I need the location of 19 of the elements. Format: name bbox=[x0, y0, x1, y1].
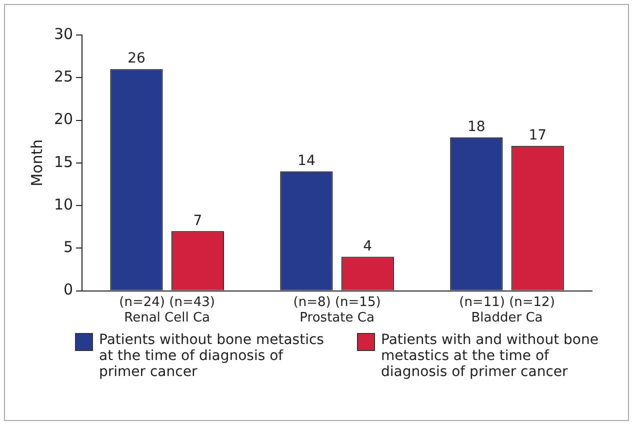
y-tick-label: 0 bbox=[64, 280, 74, 299]
y-tick-label: 25 bbox=[54, 68, 74, 86]
y-tick-label: 10 bbox=[54, 195, 74, 214]
legend-label: Patients without bone metastics at the time of diagnosis of primer cancer bbox=[99, 332, 325, 380]
y-axis-title: Month bbox=[28, 139, 46, 186]
data-label: 26 bbox=[128, 50, 146, 67]
x-tick-label: (n=8) (n=15) Prostate Ca bbox=[293, 294, 381, 326]
y-tick-label: 30 bbox=[54, 24, 74, 43]
y-tick-label: 5 bbox=[64, 238, 74, 256]
legend-label: Patients with and without bone metastics at the time of diagnosis of primer cancer bbox=[381, 332, 600, 380]
x-tick-label: (n=11) (n=12) Bladder Ca bbox=[459, 294, 555, 326]
data-label: 4 bbox=[363, 238, 372, 254]
data-label: 7 bbox=[193, 212, 202, 229]
data-label: 14 bbox=[298, 153, 316, 170]
data-label: 18 bbox=[468, 118, 486, 135]
y-tick-label: 15 bbox=[54, 152, 74, 171]
x-tick-label: (n=24) (n=43) Renal Cell Ca bbox=[119, 294, 215, 326]
data-label: 17 bbox=[528, 127, 547, 144]
y-tick-label: 20 bbox=[54, 110, 74, 128]
